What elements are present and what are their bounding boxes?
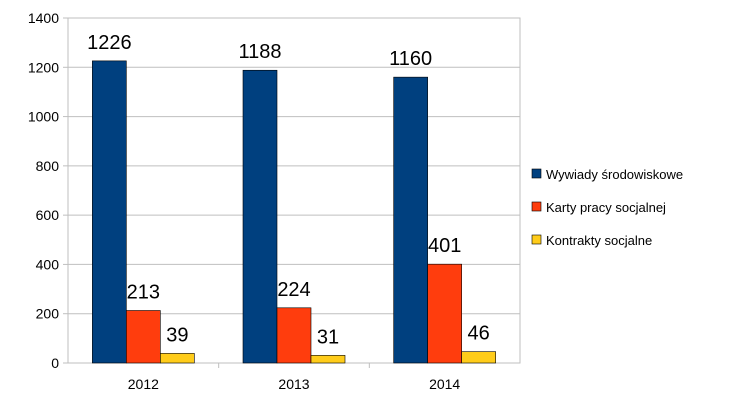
data-label: 1226 — [87, 32, 132, 54]
bar — [393, 76, 428, 364]
y-tick-label: 800 — [36, 158, 60, 174]
legend-swatch — [531, 168, 542, 179]
x-tick-label: 2013 — [278, 376, 309, 392]
data-label: 1160 — [389, 48, 432, 70]
bar — [160, 353, 195, 364]
bar — [242, 69, 278, 364]
y-tick-label: 400 — [36, 256, 60, 272]
data-labels: 1226 1188 1160 213 224 401 39 31 46 — [87, 32, 490, 348]
y-tick-label: 0 — [51, 355, 59, 371]
bar — [310, 355, 346, 364]
x-tick-label: 2014 — [429, 376, 460, 392]
bar — [92, 60, 127, 364]
legend-label: Karty pracy socjalnej — [546, 200, 666, 215]
y-tick-label: 200 — [36, 306, 60, 322]
bar — [461, 351, 496, 364]
y-axis: 0 200 400 600 800 1000 1200 1400 — [28, 10, 68, 371]
bars — [92, 60, 496, 364]
data-label: 46 — [468, 323, 490, 345]
legend: Wywiady środowiskowe Karty pracy socjalne… — [531, 167, 683, 248]
data-label: 31 — [317, 326, 339, 348]
bar — [427, 263, 462, 364]
data-label: 401 — [428, 235, 461, 257]
y-tick-label: 600 — [36, 207, 60, 223]
data-label: 39 — [166, 324, 188, 346]
data-label: 213 — [127, 282, 160, 304]
legend-swatch — [531, 234, 542, 245]
x-tick-label: 2012 — [128, 376, 159, 392]
legend-swatch — [531, 201, 542, 212]
bar — [126, 310, 161, 364]
y-tick-label: 1000 — [28, 109, 59, 125]
data-label: 1188 — [238, 41, 281, 63]
legend-label: Kontrakty socjalne — [546, 233, 652, 248]
bar — [276, 307, 312, 364]
y-tick-label: 1400 — [28, 10, 59, 26]
legend-label: Wywiady środowiskowe — [546, 167, 683, 182]
x-axis: 2012 2013 2014 — [128, 363, 460, 392]
data-label: 224 — [277, 279, 310, 301]
y-tick-label: 1200 — [28, 59, 59, 75]
